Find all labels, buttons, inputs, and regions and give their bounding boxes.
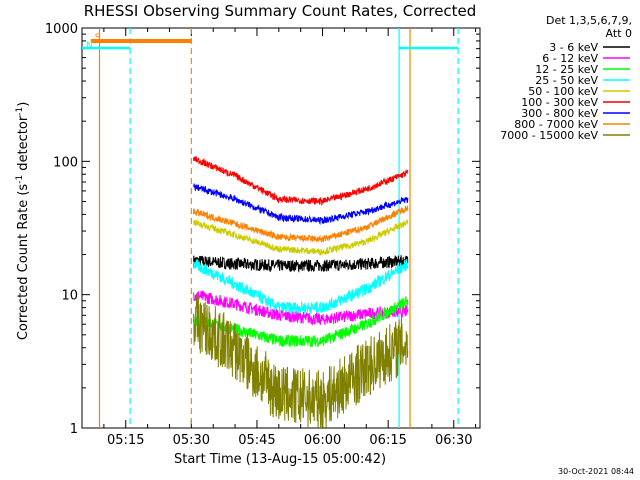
x-tick-label: 06:30 [435,433,472,448]
legend-label: 12 - 25 keV [535,63,598,76]
series-line [193,205,409,244]
series-line [193,255,409,273]
x-tick-label: 06:00 [304,433,341,448]
detector-info-line2: Att 0 [605,27,632,40]
series-line [193,296,409,348]
x-axis-label: Start Time (13-Aug-15 05:00:42) [173,452,387,467]
y-tick-label: 1 [70,422,78,437]
series-line [193,219,409,257]
legend-label: 800 - 7000 keV [514,118,598,131]
y-axis-label: Corrected Count Rate (s-1 detector-1) [14,101,32,341]
x-tick-label: 05:45 [238,433,275,448]
chart-title: RHESSI Observing Summary Count Rates, Co… [83,2,477,20]
legend-label: 50 - 100 keV [528,85,598,98]
legend-label: 6 - 12 keV [542,52,598,65]
y-tick-label: 1000 [45,22,78,37]
plot-frame [81,27,481,429]
generation-timestamp: 30-Oct-2021 08:44 [558,467,634,476]
legend-label: 25 - 50 keV [535,74,598,87]
y-tick-label: 100 [53,155,78,170]
series-line [193,258,409,315]
y-tick-label: 10 [61,289,78,304]
series-line [193,183,409,226]
legend-label: 7000 - 15000 keV [500,129,598,142]
x-tick-label: 05:30 [173,433,210,448]
legend-label: 100 - 300 keV [521,96,598,109]
series-line [193,156,409,207]
series-line [193,289,409,326]
flag-label: S [95,33,101,43]
x-tick-label: 05:15 [107,433,144,448]
legend-label: 3 - 6 keV [549,41,598,54]
x-tick-label: 06:15 [369,433,406,448]
legend-label: 300 - 800 keV [521,107,598,120]
detector-info-line1: Det 1,3,5,6,7,9, [545,14,632,27]
series-line [193,295,409,429]
flag-label: N [86,41,93,51]
